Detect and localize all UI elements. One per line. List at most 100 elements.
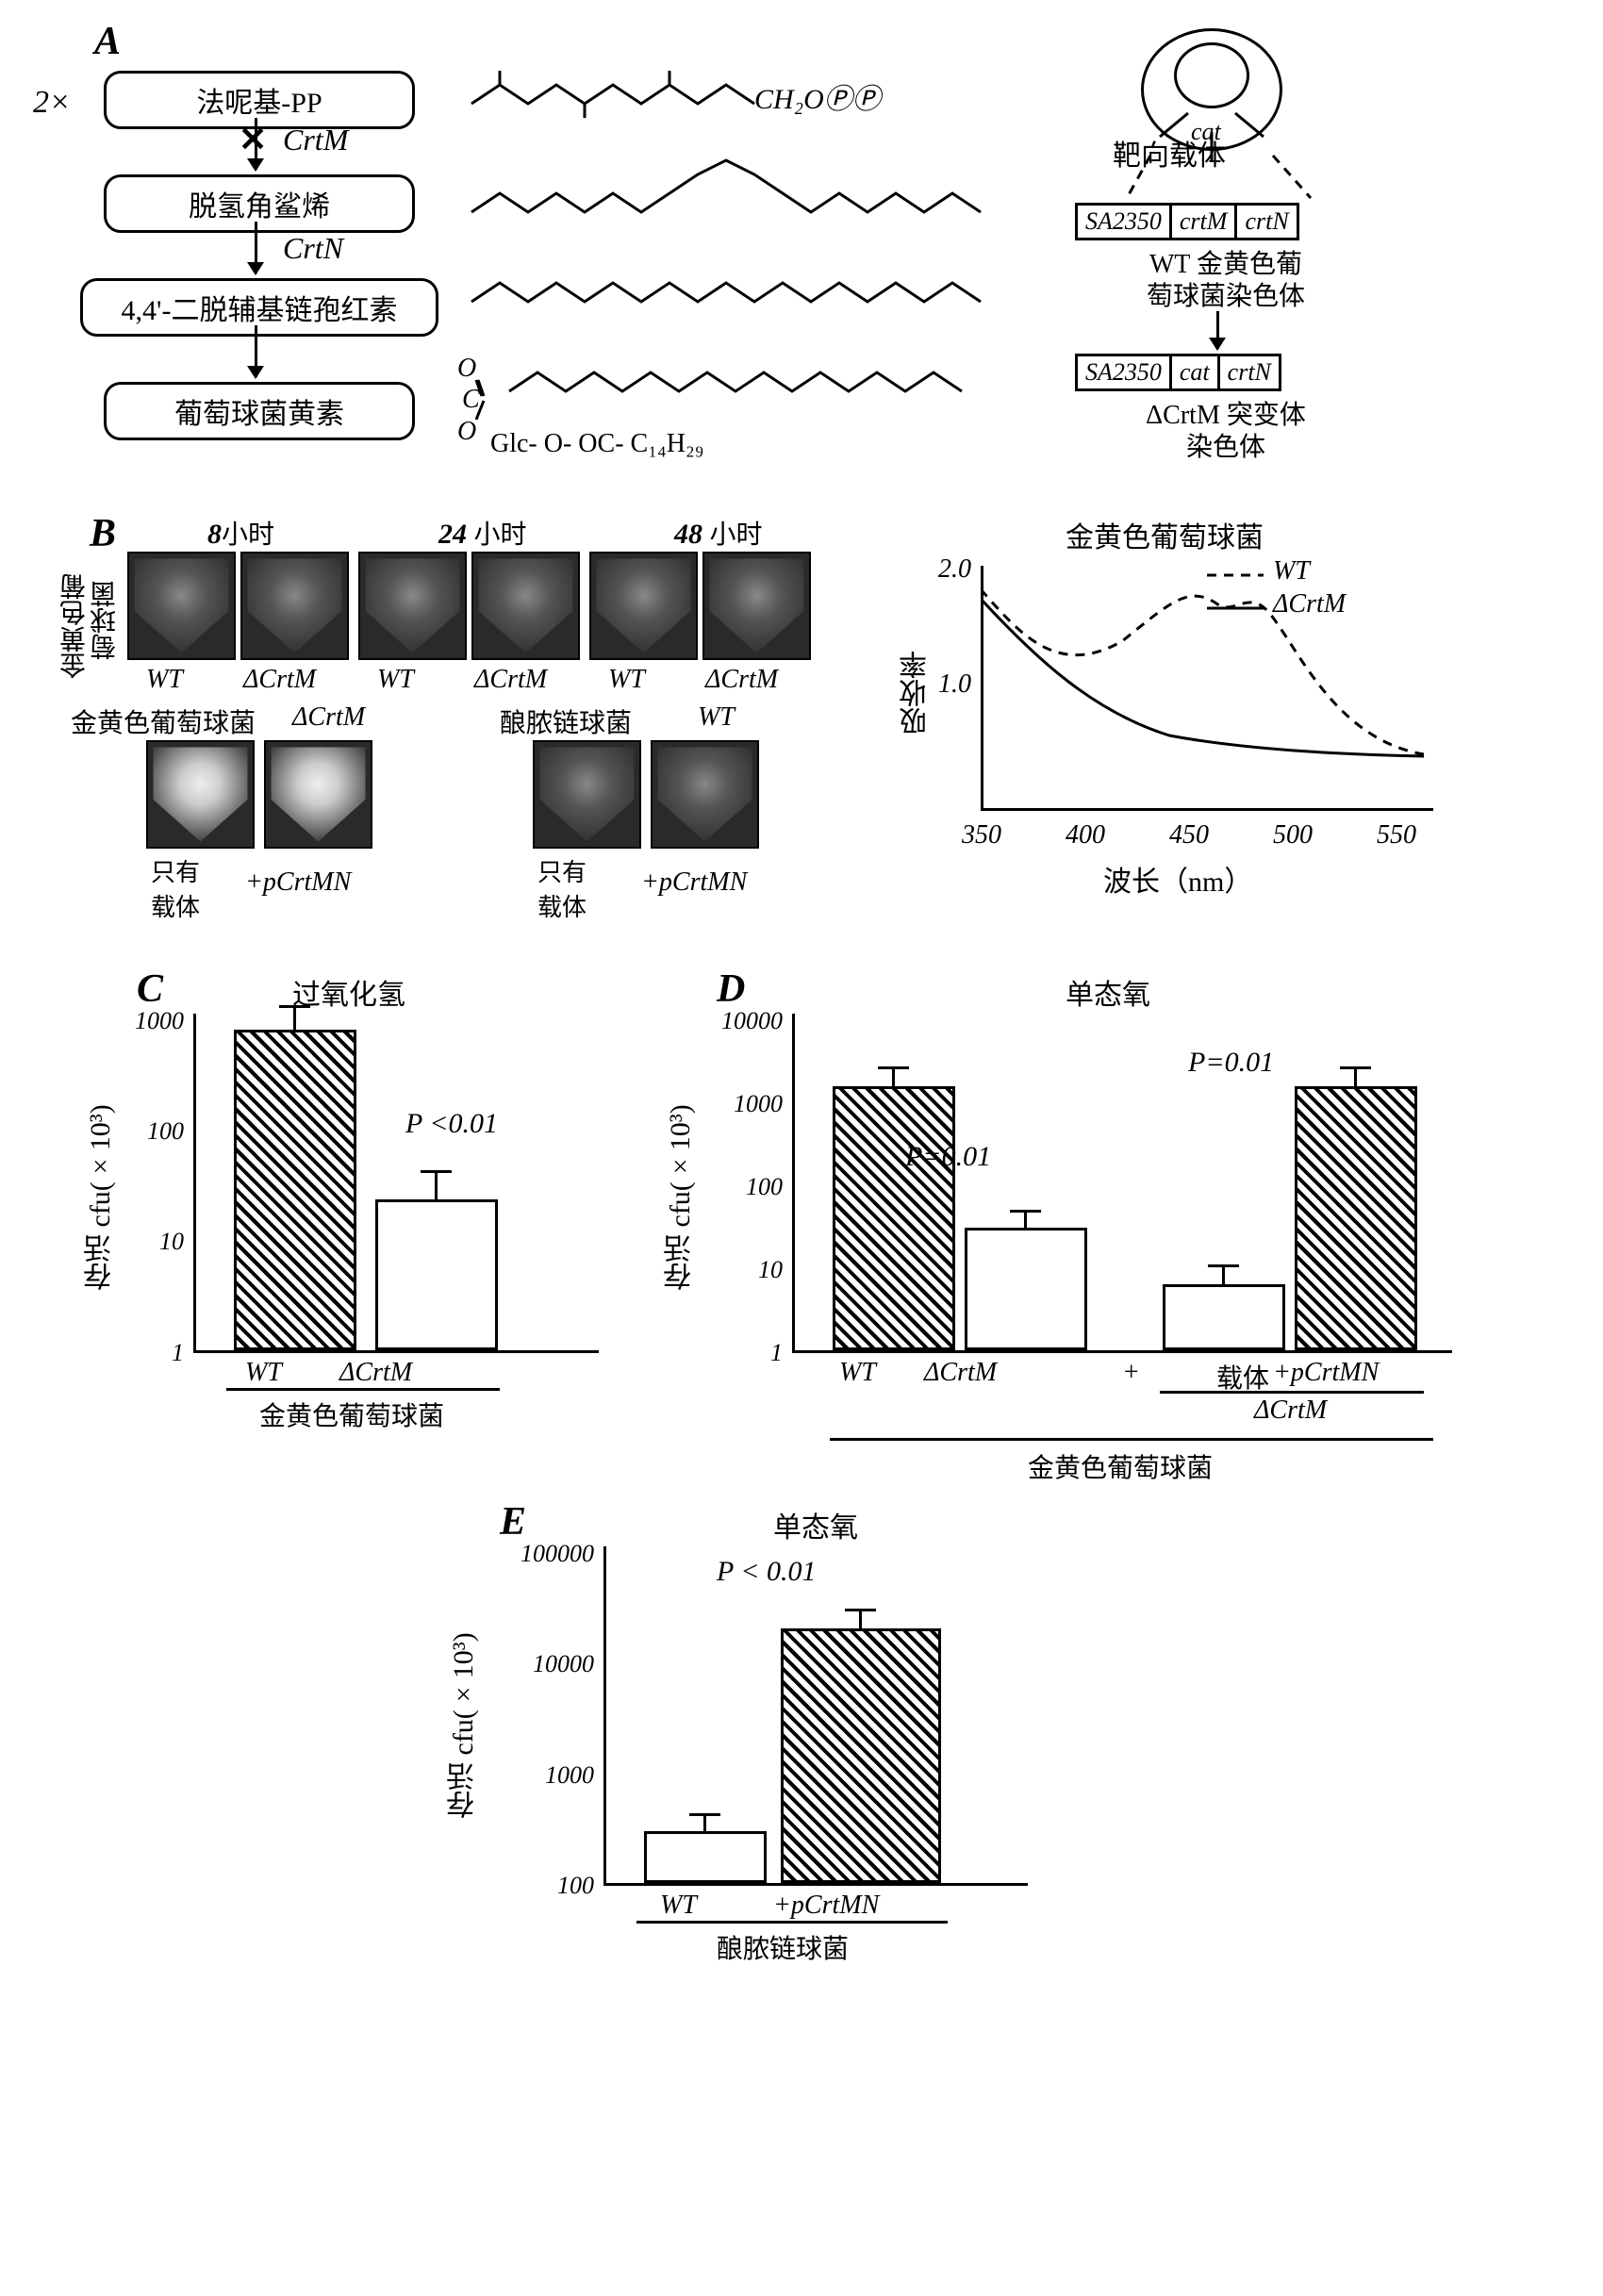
cond-vec-1: 只有 载体 (151, 853, 200, 923)
wt-chromo-caption2: 萄球菌染色体 (1103, 275, 1348, 313)
legend-mut: ΔCrtM (1273, 589, 1346, 619)
wt-cell-3: crtN (1237, 206, 1296, 238)
panel-a-label: A (94, 19, 121, 64)
e-bar-2 (781, 1628, 941, 1883)
cond-pcrtmn-1: +pCrtMN (245, 867, 351, 898)
strain-mut-3: ΔCrtM (705, 665, 778, 695)
row2-org1: 金黄色葡萄球菌 (71, 702, 256, 740)
time-48: 48 小时 (674, 514, 763, 552)
t8-num: 8 (207, 519, 222, 550)
arrow-chromo (1216, 311, 1219, 349)
spec-x-400: 400 (1066, 820, 1105, 851)
d-xtitle: 金黄色葡萄球菌 (1028, 1447, 1213, 1485)
culture-r2-2 (264, 740, 372, 849)
d-yt-1000: 1000 (712, 1090, 783, 1118)
pathway-box-4: 葡萄球菌黄素 (104, 382, 415, 440)
panel-d-label: D (717, 966, 745, 1012)
c-yt-1000: 1000 (113, 1007, 184, 1035)
d-err-4c (1340, 1066, 1371, 1069)
e-err-1c (689, 1813, 720, 1816)
wt-chromosome: SA2350 crtM crtN (1075, 203, 1299, 240)
c-yt-100: 100 (127, 1117, 184, 1146)
panel-e-label: E (500, 1499, 526, 1544)
e-yt-1000: 1000 (509, 1761, 594, 1790)
ch2o-text: CH₂O (754, 84, 824, 115)
panel-c-ylabel: 存活 cfu(×10³) (80, 1075, 122, 1320)
panel-d-axes (792, 1014, 1452, 1353)
plasmid-dashes (1122, 151, 1330, 207)
pathway-box-2: 脱氢角鲨烯 (104, 174, 415, 233)
mut-cell-2: cat (1172, 356, 1220, 388)
time-8: 8小时 (207, 514, 274, 552)
t48-num: 48 (674, 519, 702, 550)
chem-structure-3 (462, 264, 990, 321)
d-err-2c (1010, 1210, 1041, 1213)
spec-x-350: 350 (962, 820, 1001, 851)
c-yt-10: 10 (127, 1228, 184, 1256)
c-bar-mut (375, 1199, 498, 1350)
d-x-2: ΔCrtM (924, 1358, 997, 1388)
spec-x-550: 550 (1377, 820, 1416, 851)
row2-strain1: ΔCrtM (292, 702, 365, 733)
c-err-wt (293, 1006, 296, 1030)
panel-d-title: 单态氧 (1066, 971, 1150, 1013)
spec-y-2: 2.0 (934, 554, 971, 585)
plasmid-segments (1132, 38, 1292, 170)
culture-r2-4 (651, 740, 759, 849)
spectrum-wt-line (981, 589, 1424, 754)
d-bar-3 (1163, 1284, 1285, 1350)
cond-vec-2: 只有 载体 (537, 853, 587, 923)
arrow-3 (255, 325, 257, 377)
spectrum-title: 金黄色葡萄球菌 (1066, 514, 1264, 555)
arrow-2 (255, 222, 257, 273)
c-err-wt-cap (279, 1005, 310, 1008)
spec-x-500: 500 (1273, 820, 1313, 851)
enzyme-crtm: CrtM (283, 123, 348, 157)
panel-e-ylabel: 存活 cfu(×10³) (443, 1603, 485, 1848)
e-bar-1 (644, 1831, 767, 1883)
t48-unit: 小时 (710, 520, 763, 550)
panel-e-axes (603, 1546, 1028, 1886)
c-pval: P <0.01 (405, 1108, 498, 1140)
panel-b-vert2: 萄球菌 (87, 556, 124, 660)
d-bar-1 (833, 1086, 955, 1350)
culture-24-wt (358, 552, 467, 660)
t24-num: 24 (438, 519, 467, 550)
two-x-prefix: 2× (33, 85, 71, 121)
panel-c-label: C (137, 966, 163, 1012)
d-pval2: P=0.01 (1188, 1047, 1274, 1079)
culture-8-wt (127, 552, 236, 660)
wt-cell-1: SA2350 (1078, 206, 1172, 238)
spec-ylabel: 吸收率 (896, 603, 937, 735)
culture-8-mut (240, 552, 349, 660)
strain-mut-2: ΔCrtM (474, 665, 547, 695)
d-pval1: P=0.01 (905, 1141, 991, 1173)
d-yt-10: 10 (726, 1256, 783, 1284)
pathway-box-3: 4,4'-二脱辅基链孢红素 (80, 278, 438, 337)
d-err-4 (1354, 1067, 1357, 1086)
e-yt-10000: 10000 (495, 1650, 594, 1678)
c-err-mut (435, 1171, 438, 1199)
time-24: 24 小时 (438, 514, 527, 552)
enzyme-crtn: CrtN (283, 231, 343, 266)
e-err-2c (845, 1609, 876, 1611)
e-err-1 (703, 1814, 706, 1831)
culture-24-mut (471, 552, 580, 660)
culture-48-wt (589, 552, 698, 660)
d-bar-2 (965, 1228, 1087, 1350)
strain-mut-1: ΔCrtM (243, 665, 316, 695)
e-x-1: WT (660, 1891, 697, 1921)
wt-cell-2: crtM (1172, 206, 1238, 238)
chem-ch2o: CH₂OⓅⓅ (754, 75, 881, 117)
d-bar-4 (1295, 1086, 1417, 1350)
strain-wt-2: WT (377, 665, 414, 695)
chem-glc-chain: Glc- O- OC- C₁₄H₂₉ (490, 429, 703, 459)
d-err-3 (1222, 1265, 1225, 1284)
spectrum-mut-line (981, 599, 1424, 756)
culture-r2-1 (146, 740, 255, 849)
mut-cell-1: SA2350 (1078, 356, 1172, 388)
d-yt-100: 100 (726, 1173, 783, 1201)
strain-wt-3: WT (608, 665, 645, 695)
panel-d-ylabel: 存活 cfu(×10³) (660, 1075, 702, 1320)
spec-y-1: 1.0 (934, 669, 971, 700)
